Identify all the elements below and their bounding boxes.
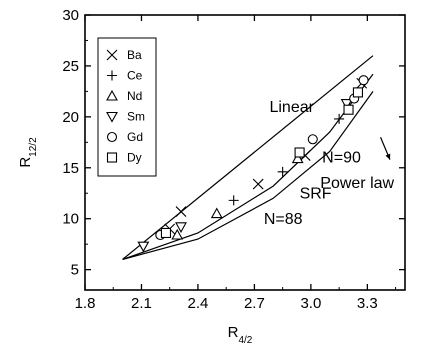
point-ba-0: [175, 206, 187, 217]
point-sm-2: [340, 99, 353, 110]
legend-marker-nd: [106, 89, 118, 101]
y-tick-label: 30: [62, 7, 79, 24]
point-nd-0: [171, 228, 184, 240]
point-dy-3: [352, 87, 363, 98]
y-tick-label: 25: [62, 58, 79, 75]
point-ba-2: [252, 178, 264, 190]
arrow-head: [385, 153, 391, 160]
annotation-power-law: Power law: [320, 175, 394, 192]
curve-linear: [122, 55, 374, 260]
legend-marker-sm: [106, 111, 118, 123]
point-ce-2: [334, 113, 345, 124]
y-tick-label: 5: [71, 262, 79, 279]
point-sm-0: [137, 241, 150, 253]
y-tick-label: 20: [62, 109, 79, 126]
annotation-linear: Linear: [269, 99, 314, 116]
point-gd-1: [307, 134, 318, 145]
plot-frame: [84, 14, 406, 291]
point-dy-0: [160, 227, 171, 239]
legend-marker-ba: [106, 49, 118, 61]
x-tick-label: 2.1: [131, 295, 152, 312]
y-axis-label: R12/2: [17, 137, 39, 168]
legend-label-sm: Sm: [127, 110, 145, 124]
point-nd-1: [210, 207, 223, 219]
curve-power-law: [122, 91, 374, 260]
legend-label-dy: Dy: [127, 151, 142, 165]
legend-label-ba: Ba: [127, 48, 142, 62]
point-sm-1: [175, 222, 187, 233]
annotation-n-88: N=88: [264, 211, 303, 228]
legend-label-nd: Nd: [127, 89, 142, 103]
legend-marker-gd: [106, 131, 118, 143]
x-axis-label: R4/2: [228, 324, 253, 346]
y-tick-label: 15: [62, 160, 79, 177]
legend-label-gd: Gd: [127, 130, 143, 144]
legend-marker-ce: [107, 70, 117, 81]
y-tick-label: 10: [62, 211, 79, 228]
point-ce-0: [228, 195, 239, 206]
point-ce-1: [277, 166, 288, 177]
x-tick-label: 3.0: [300, 295, 321, 312]
legend-label-ce: Ce: [127, 69, 143, 83]
x-tick-label: 3.3: [357, 295, 378, 312]
annotation-n-90: N=90: [322, 150, 361, 167]
legend-marker-dy: [106, 152, 118, 163]
point-dy-2: [343, 104, 354, 115]
x-tick-label: 1.8: [75, 295, 96, 312]
x-tick-label: 2.4: [188, 295, 209, 312]
point-nd-2: [291, 152, 304, 164]
x-tick-label: 2.7: [244, 295, 265, 312]
point-gd-3: [358, 75, 369, 86]
annotation-srf: SRF: [300, 185, 332, 202]
legend-box: [97, 37, 157, 177]
point-dy-1: [294, 147, 305, 158]
